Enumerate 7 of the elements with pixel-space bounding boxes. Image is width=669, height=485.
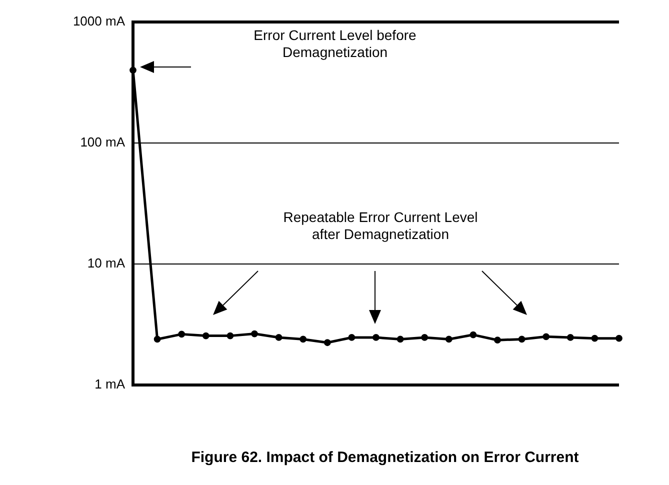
y-tick-label: 10 mA [87,256,126,271]
y-tick-label: 1 mA [94,376,126,392]
caption: Figure 62. Impact of Demagnetization on Error Current [190,449,580,466]
y-tick-label: 100 mA [80,134,126,150]
annotation: Repeatable Error Current Level after Demagnetization [283,209,478,243]
y-tick-label: 1000 mA [72,14,126,29]
annotation: Error Current Level before Demagnetization [252,27,418,61]
